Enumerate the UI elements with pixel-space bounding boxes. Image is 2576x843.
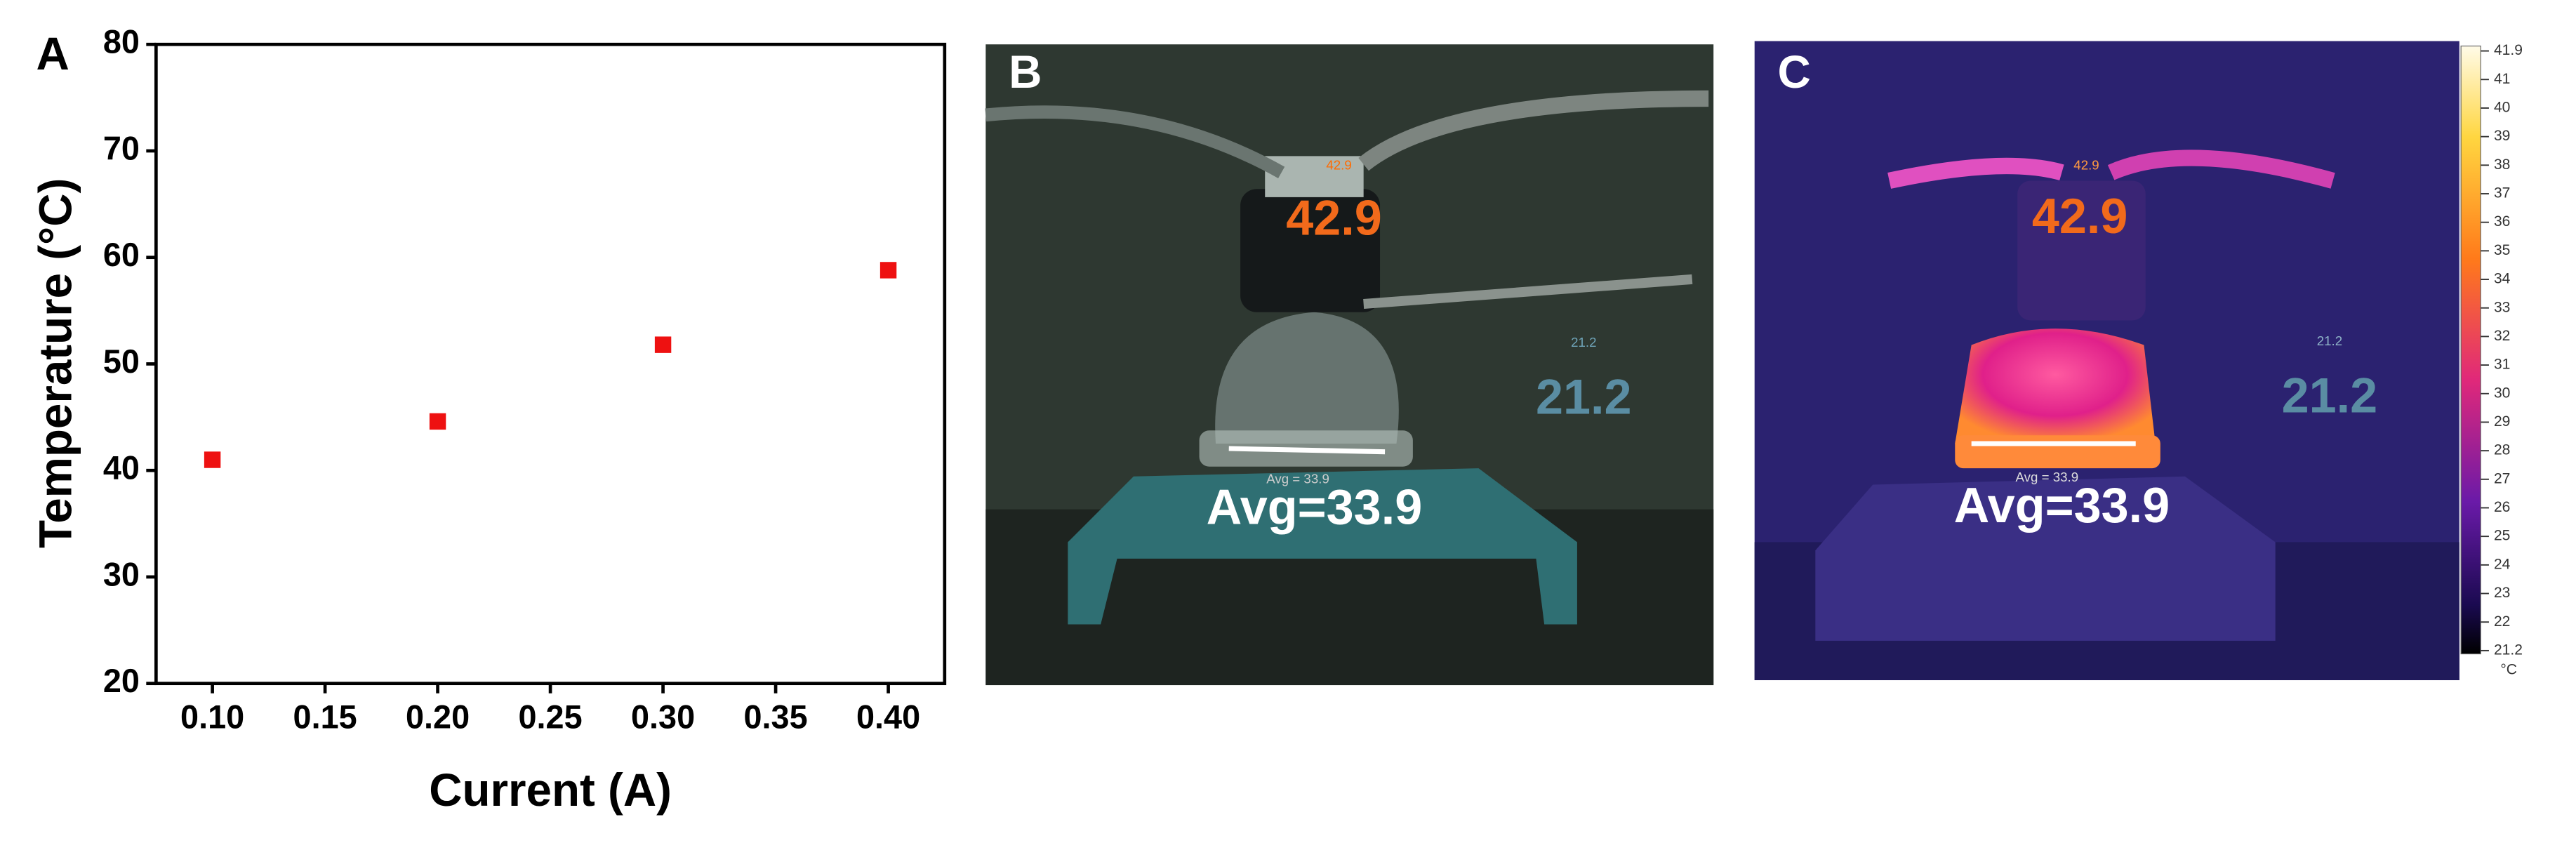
colorbar-tick-label: 39	[2494, 128, 2510, 144]
colorbar-tick-label: 40	[2494, 100, 2510, 116]
y-tick-label: 60	[103, 237, 140, 273]
line-label: Avg = 33.9	[2015, 470, 2078, 484]
average-value: Avg=33.9	[1207, 479, 1423, 534]
colorbar-tick-label: 28	[2494, 442, 2510, 458]
photo-thermal: C 42.9 42.9 21.2 21.2 Avg = 33.9 Avg=33.…	[1754, 41, 2523, 681]
hot-spot-value: 42.9	[1286, 190, 1382, 246]
spot-label: 21.2	[1571, 335, 1596, 350]
x-tick-label: 0.40	[856, 699, 920, 736]
spot-label: 42.9	[2073, 157, 2099, 172]
colorbar-tick-label: 38	[2494, 157, 2510, 173]
colorbar-ticks: 41.9 41 40 39 38 37 36 35 34 33 32 31 30 29 28 27 26 25 24…	[2481, 42, 2523, 678]
colorbar-tick-label: 22	[2494, 613, 2510, 630]
spot-label: 21.2	[2317, 333, 2342, 348]
y-tick-label: 80	[103, 24, 140, 60]
colorbar-tick-label: 35	[2494, 242, 2510, 258]
cold-spot-value: 21.2	[1536, 369, 1632, 425]
x-tick-label: 0.30	[631, 699, 695, 736]
axes-frame	[154, 42, 947, 686]
point	[879, 262, 897, 279]
colorbar-tick-label: 33	[2494, 299, 2510, 315]
point	[654, 336, 672, 353]
colorbar-tick-label: 32	[2494, 328, 2510, 344]
colorbar-tick-label: 29	[2494, 413, 2510, 430]
x-tick-label: 0.25	[519, 699, 583, 736]
colorbar-tick-label: 37	[2494, 185, 2510, 201]
colorbar-tick-label: 26	[2494, 499, 2510, 515]
colorbar-tick-label: 21.2	[2494, 642, 2523, 658]
y-axis-label: Temperature (°C)	[30, 178, 81, 548]
x-tick-label: 0.10	[180, 699, 244, 736]
scatter-chart: Current (A) Temperature (°C) 20 30 40 50 60 7…	[30, 24, 947, 816]
panel-label: A	[36, 28, 69, 79]
colorbar-tick-label: 34	[2494, 271, 2511, 287]
line-label: Avg = 33.9	[1266, 471, 1329, 486]
colorbar-unit: °C	[2500, 662, 2517, 678]
colorbar-tick-label: 27	[2494, 470, 2510, 486]
colorbar-tick-label: 41.9	[2494, 42, 2523, 58]
y-tick-label: 30	[103, 556, 140, 592]
y-tick-label: 40	[103, 450, 140, 486]
colorbar-tick-label: 25	[2494, 528, 2510, 544]
cold-spot-value: 21.2	[2282, 367, 2378, 423]
panel-label: C	[1777, 46, 1810, 98]
colorbar-tick-label: 31	[2494, 357, 2510, 373]
y-tick-label: 50	[103, 343, 140, 380]
panel-label: B	[1009, 46, 1042, 98]
colorbar-tick-label: 30	[2494, 385, 2510, 401]
y-tick-label: 20	[103, 663, 140, 699]
x-tick-label: 0.20	[406, 699, 470, 736]
spot-label: 42.9	[1326, 157, 1351, 172]
colorbar-tick-label: 36	[2494, 213, 2510, 230]
colorbar-tick-label: 23	[2494, 585, 2510, 601]
average-value: Avg=33.9	[1954, 477, 2170, 533]
point	[204, 451, 221, 468]
x-axis-label: Current (A)	[429, 764, 672, 816]
x-tick-label: 0.35	[744, 699, 808, 736]
y-tick-label: 70	[103, 130, 140, 166]
x-tick-label: 0.15	[293, 699, 357, 736]
photo-visible: B 42.9 42.9 21.2 21.2 Avg = 33.9 Avg=33.…	[985, 44, 1714, 686]
colorbar-tick-label: 41	[2494, 71, 2510, 87]
colorbar-tick-label: 24	[2494, 556, 2511, 572]
point	[429, 413, 446, 430]
hot-spot-value: 42.9	[2032, 188, 2128, 244]
